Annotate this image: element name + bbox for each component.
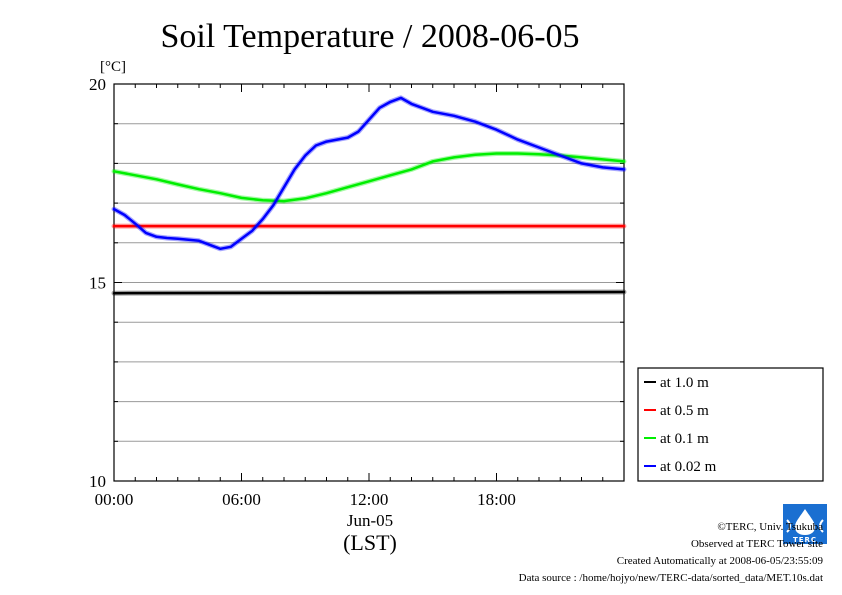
y-tick-label: 10 <box>89 472 106 491</box>
y-tick-label: 20 <box>89 75 106 94</box>
x-tick-label: 18:00 <box>477 490 516 509</box>
footer-data-source: Data source : /home/hojyo/new/TERC-data/… <box>518 572 823 584</box>
footer-copyright: ©TERC, Univ. Tsukuba <box>717 521 823 533</box>
terc-logo: TERC <box>783 504 827 544</box>
footer-created: Created Automatically at 2008-06-05/23:5… <box>616 555 823 567</box>
x-tick-label: 00:00 <box>95 490 134 509</box>
legend-label: at 0.1 m <box>660 431 709 447</box>
axis-ticks: 10 15 20 00:00 06:00 12:00 18:00 <box>89 75 625 509</box>
x-tick-label: 12:00 <box>350 490 389 509</box>
footer-observed: Observed at TERC Tower site <box>690 538 823 550</box>
y-tick-label: 15 <box>89 274 106 293</box>
svg-text:TERC: TERC <box>793 536 817 544</box>
legend-label: at 0.5 m <box>660 403 709 419</box>
legend: at 1.0 m at 0.5 m at 0.1 m at 0.02 m <box>637 367 824 482</box>
x-axis-date-label: Jun-05 <box>347 511 393 530</box>
series-lines <box>111 95 627 296</box>
x-tick-label: 06:00 <box>222 490 261 509</box>
series-line <box>112 152 626 203</box>
chart-title: Soil Temperature / 2008-06-05 <box>160 18 579 55</box>
legend-box <box>637 367 824 482</box>
legend-label: at 1.0 m <box>660 375 709 391</box>
legend-label: at 0.02 m <box>660 459 717 475</box>
series-line <box>112 96 626 251</box>
grid-lines <box>114 123 624 442</box>
series-line-halo <box>111 151 627 204</box>
x-axis-timezone-label: (LST) <box>343 530 397 555</box>
series-line <box>112 290 626 295</box>
y-axis-unit-label: [°C] <box>100 59 126 75</box>
